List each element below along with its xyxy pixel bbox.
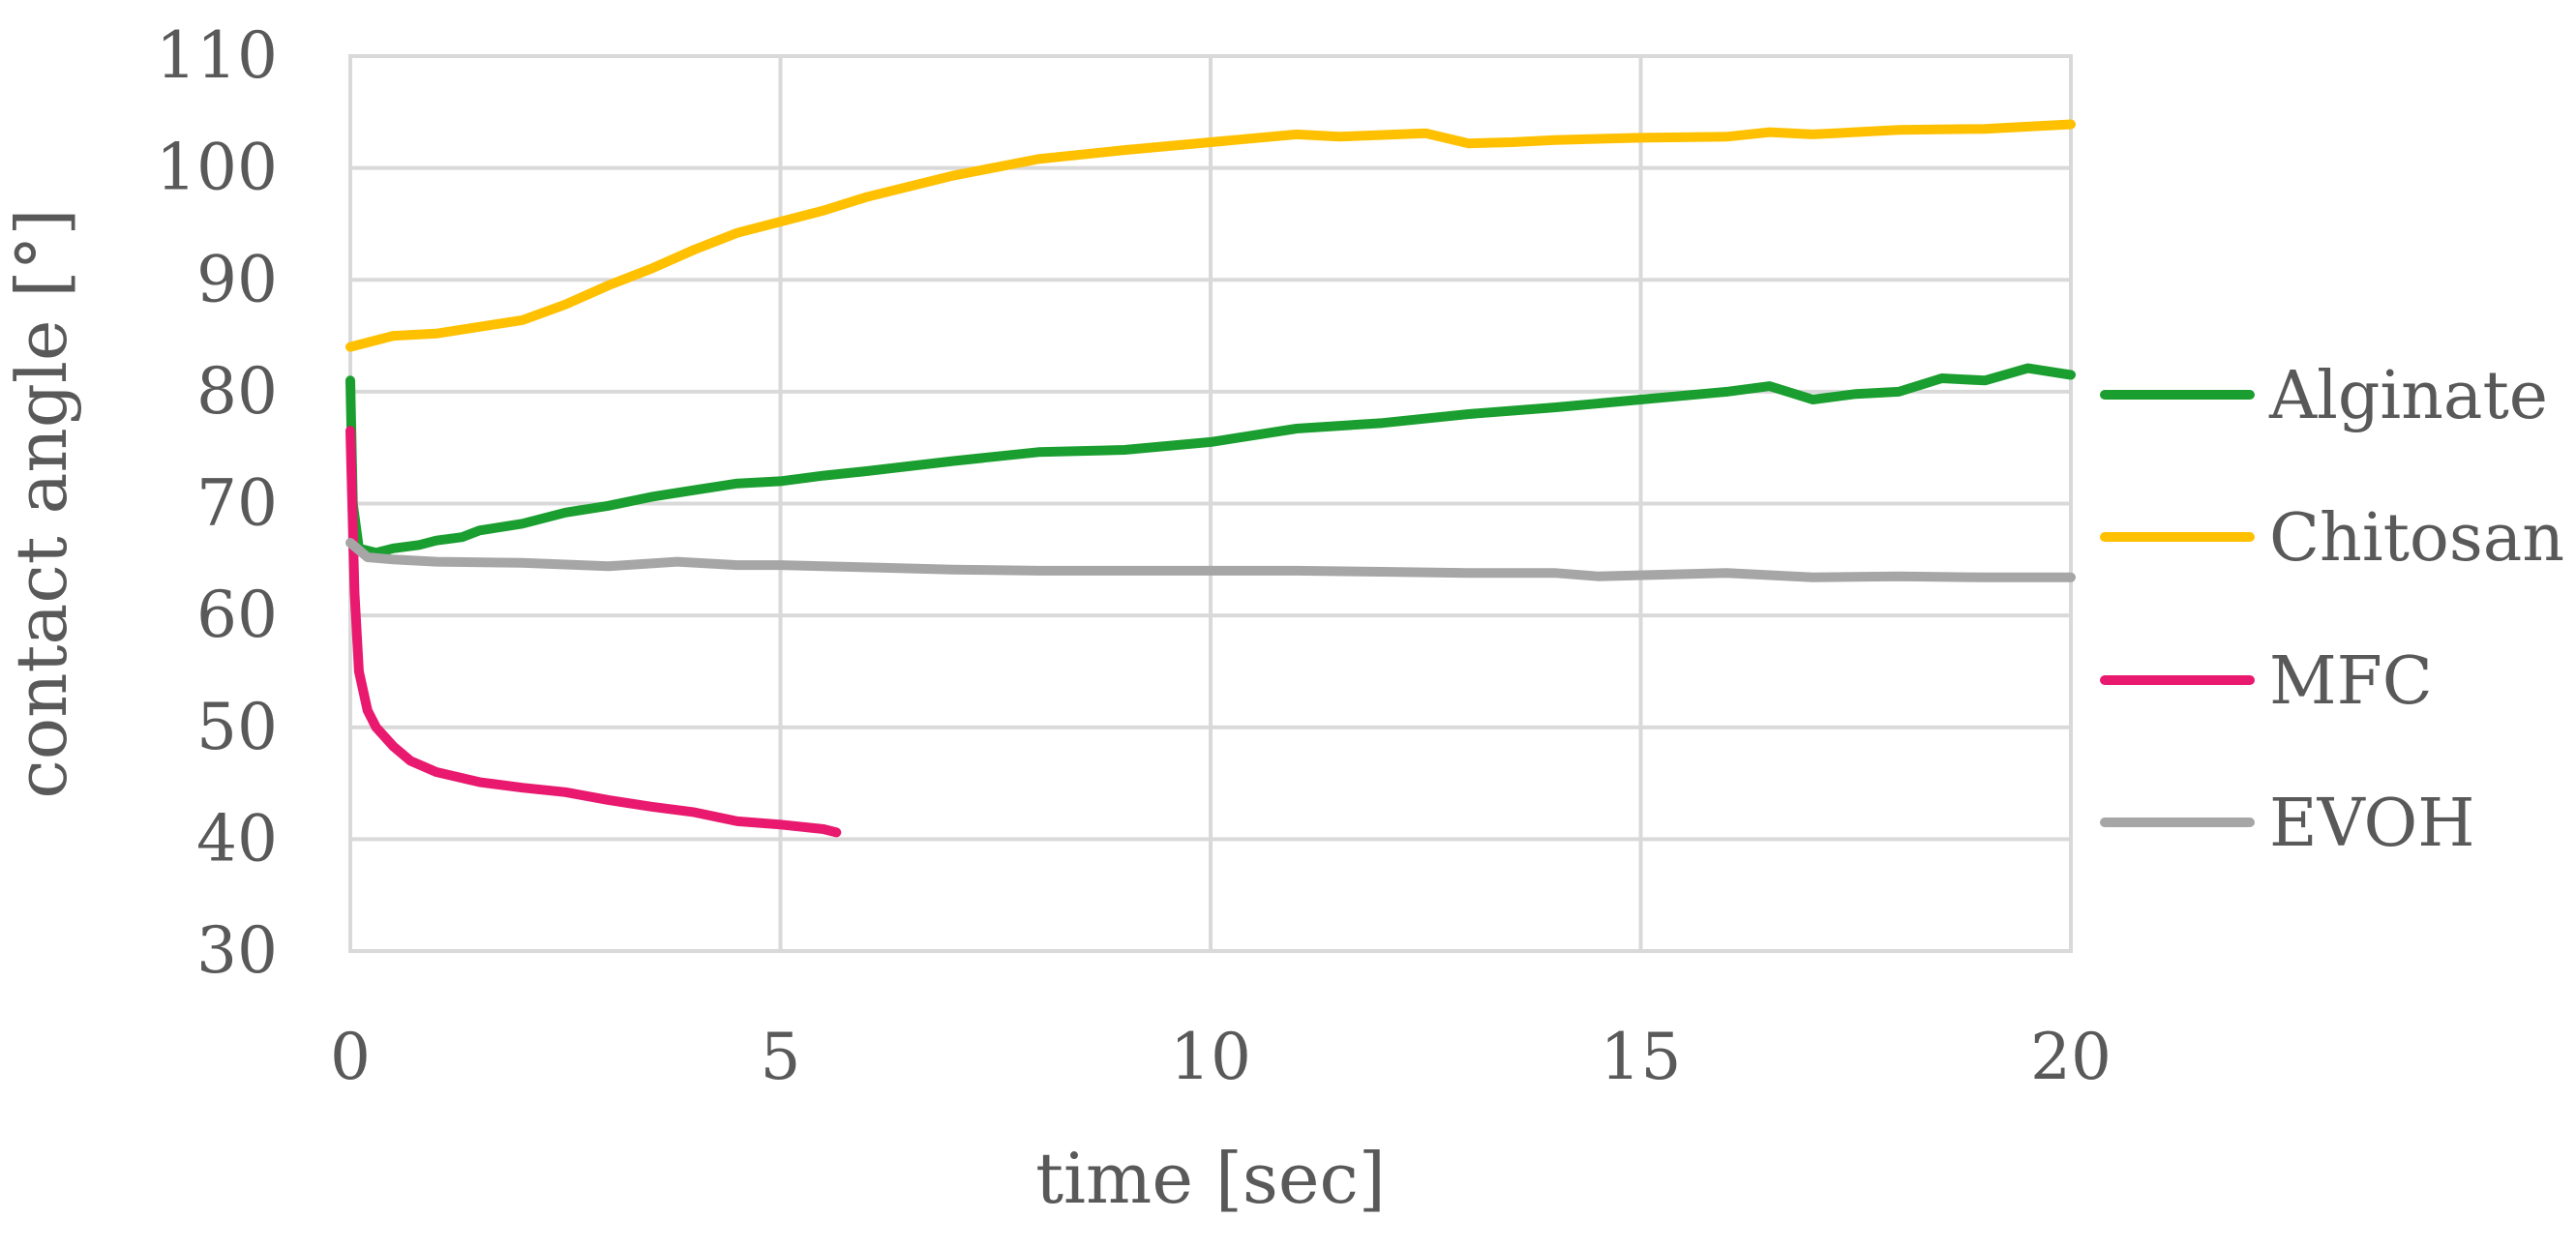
series-line-chitosan	[345, 119, 2076, 352]
y-tick-label: 50	[196, 690, 278, 764]
x-axis-title: time [sec]	[1035, 1138, 1386, 1219]
y-tick-label: 30	[196, 913, 278, 988]
x-tick-label: 0	[330, 1020, 371, 1094]
series-line-mfc	[345, 426, 842, 838]
x-tick-label: 10	[1170, 1020, 1251, 1094]
series-line-alginate	[345, 363, 2076, 558]
y-tick-label: 90	[196, 242, 278, 316]
legend-label-chitosan: Chitosan	[2269, 500, 2564, 577]
series-layer	[345, 119, 2076, 838]
series-line-evoh	[345, 538, 2076, 582]
y-axis-ticks: 30 40 50 60 70 80 90 100 110	[156, 18, 278, 988]
x-tick-label: 15	[1601, 1020, 1682, 1094]
y-tick-label: 100	[156, 131, 278, 205]
y-tick-label: 70	[196, 466, 278, 541]
y-axis-title: contact angle [°]	[1, 208, 82, 798]
legend-label-alginate: Alginate	[2268, 358, 2548, 434]
y-tick-label: 40	[196, 801, 278, 876]
y-tick-label: 80	[196, 354, 278, 429]
legend-label-evoh: EVOH	[2269, 786, 2475, 862]
x-tick-label: 20	[2030, 1020, 2112, 1094]
x-axis-ticks: 0 5 10 15 20	[330, 1020, 2112, 1094]
legend-label-mfc: MFC	[2269, 643, 2433, 720]
x-tick-label: 5	[761, 1020, 801, 1094]
legend: Alginate Chitosan MFC EVOH	[2100, 358, 2564, 862]
y-tick-label: 110	[156, 18, 278, 93]
y-tick-label: 60	[196, 578, 278, 652]
